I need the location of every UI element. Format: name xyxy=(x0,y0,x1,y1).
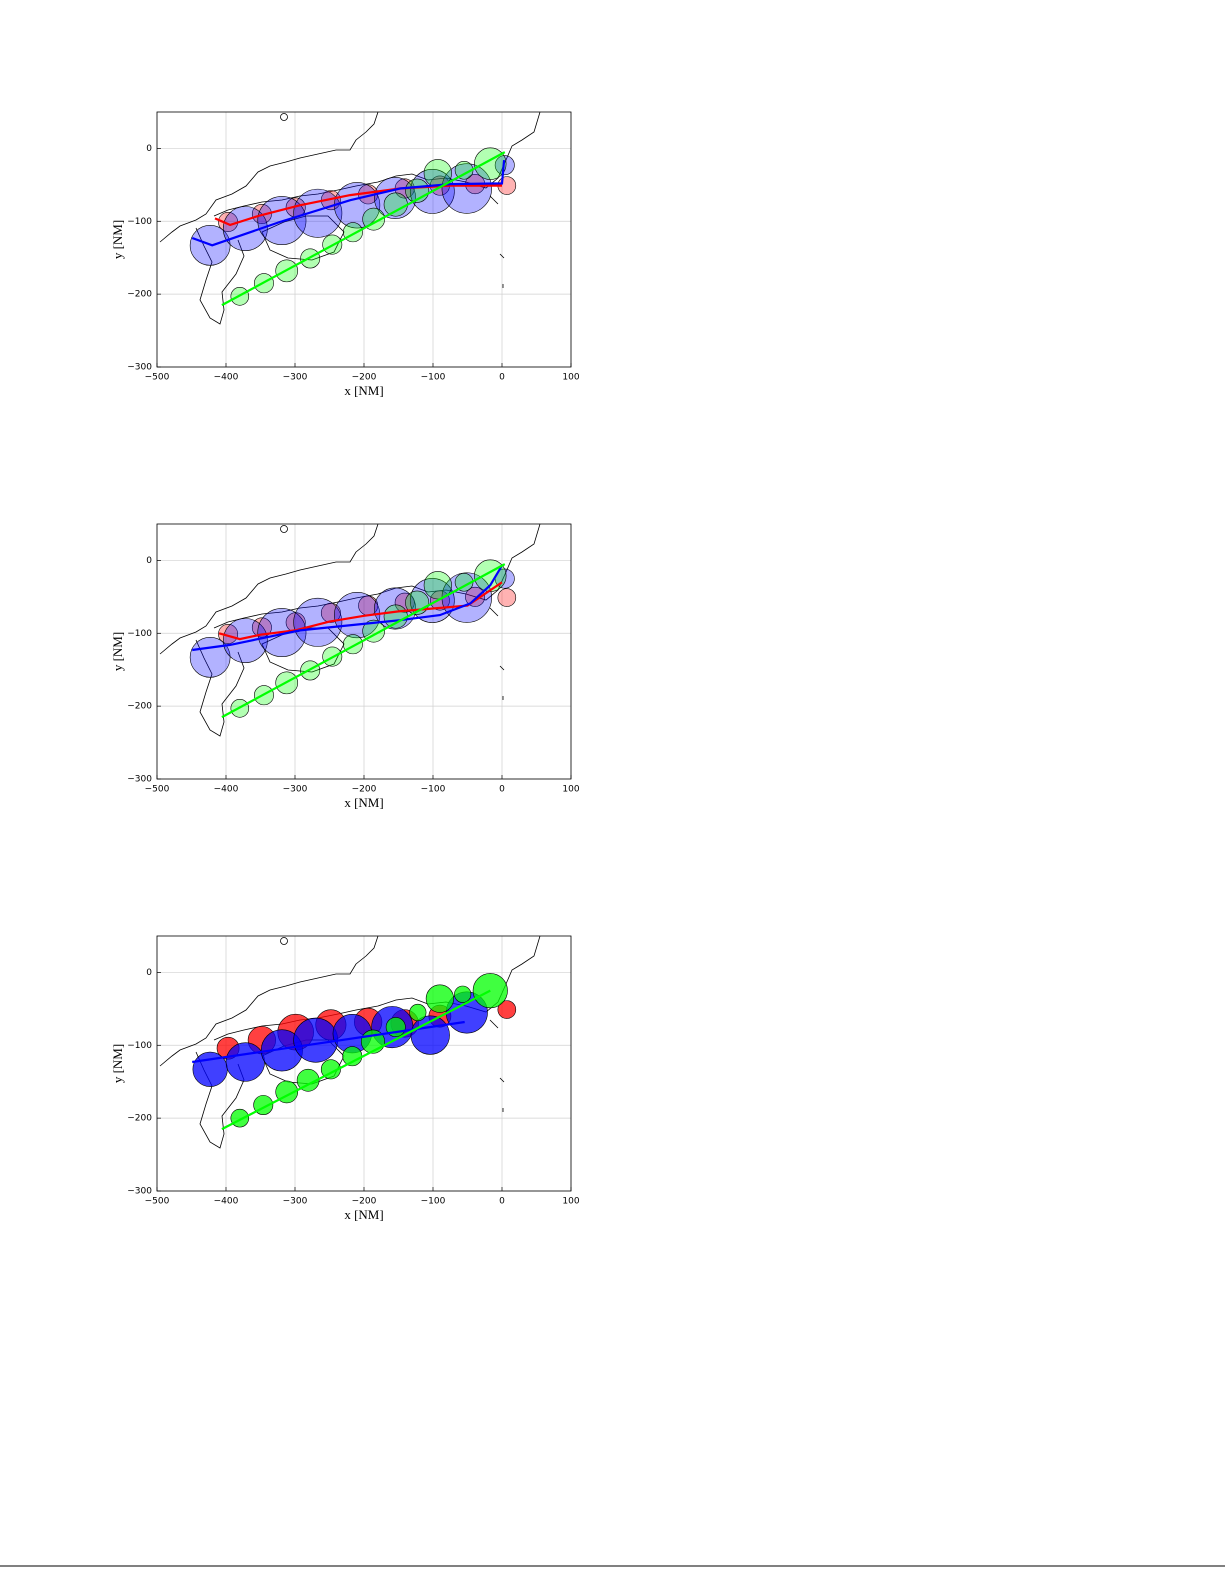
x-tick-label: −100 xyxy=(421,373,446,383)
bubble xyxy=(474,559,507,592)
x-tick-label: 100 xyxy=(562,1197,579,1207)
x-tick-label: −300 xyxy=(283,785,308,795)
x-tick-label: −300 xyxy=(283,373,308,383)
bubble xyxy=(293,1017,339,1063)
bubble xyxy=(362,207,385,231)
bubble xyxy=(441,163,492,214)
bubble xyxy=(251,617,272,638)
bubble xyxy=(423,571,452,600)
bubble xyxy=(474,147,507,180)
bubble xyxy=(425,984,455,1013)
x-tick-label: −500 xyxy=(145,1197,170,1207)
bubble xyxy=(222,618,268,663)
chart: −500 −400 −300 −200 −100 0 100 −300 −200 −100 0 x [… xyxy=(110,111,580,398)
x-tick-label: 100 xyxy=(562,785,579,795)
y-tick-label: −100 xyxy=(127,217,152,227)
bubble xyxy=(230,1108,250,1128)
x-tick-label: −200 xyxy=(352,1197,377,1207)
bubble xyxy=(494,155,515,176)
bubble xyxy=(497,1000,517,1019)
bubble xyxy=(409,1003,427,1022)
y-tick-label: −200 xyxy=(127,702,152,712)
y-tick-label: −300 xyxy=(127,363,152,373)
plot-frame xyxy=(156,523,572,780)
x-tick-label: −400 xyxy=(214,785,239,795)
y-axis-label: y [NM] xyxy=(110,220,125,259)
bubble xyxy=(383,604,408,629)
bubble xyxy=(465,586,486,607)
bubble xyxy=(320,602,341,623)
y-tick-label: −100 xyxy=(127,1041,152,1051)
x-axis-label: x [NM] xyxy=(344,795,383,810)
x-tick-label: −300 xyxy=(283,1197,308,1207)
bubble xyxy=(225,1042,265,1082)
x-tick-label: 0 xyxy=(499,373,505,383)
y-tick-label: −200 xyxy=(127,1114,152,1124)
bubble xyxy=(383,192,408,217)
track-line xyxy=(221,563,506,719)
bubble xyxy=(362,619,385,643)
x-tick-label: −200 xyxy=(352,373,377,383)
track-line xyxy=(192,564,503,652)
y-axis-label: y [NM] xyxy=(110,632,125,671)
x-tick-label: −100 xyxy=(421,1197,446,1207)
x-tick-label: −100 xyxy=(421,785,446,795)
bubble xyxy=(394,592,415,613)
x-tick-label: −500 xyxy=(145,785,170,795)
bubble xyxy=(293,188,343,238)
y-tick-label: −300 xyxy=(127,775,152,785)
bubble xyxy=(454,985,472,1003)
chart: −500 −400 −300 −200 −100 0 100 −300 −200 −100 0 x [… xyxy=(110,935,580,1222)
y-tick-label: 0 xyxy=(146,556,152,566)
y-tick-label: −300 xyxy=(127,1187,152,1197)
x-axis-label: x [NM] xyxy=(344,1207,383,1222)
bubble xyxy=(293,597,343,647)
plot-frame xyxy=(156,935,572,1192)
y-axis-label: y [NM] xyxy=(110,1044,125,1083)
y-tick-label: 0 xyxy=(146,144,152,154)
x-tick-label: 0 xyxy=(499,1197,505,1207)
x-axis-label: x [NM] xyxy=(344,383,383,398)
bubble xyxy=(296,1068,320,1092)
x-tick-label: −200 xyxy=(352,785,377,795)
track-line xyxy=(221,151,506,307)
plot-frame xyxy=(156,111,572,368)
y-tick-label: −200 xyxy=(127,290,152,300)
x-tick-label: 0 xyxy=(499,785,505,795)
x-tick-label: −400 xyxy=(214,373,239,383)
track-line xyxy=(192,1020,465,1064)
chart: −500 −400 −300 −200 −100 0 100 −300 −200 −100 0 x [… xyxy=(110,523,580,810)
x-tick-label: −400 xyxy=(214,1197,239,1207)
y-tick-label: −100 xyxy=(127,629,152,639)
track-line xyxy=(191,160,506,247)
bubble xyxy=(497,588,517,607)
track-line xyxy=(218,581,503,641)
track-line xyxy=(221,989,491,1131)
y-tick-label: 0 xyxy=(146,968,152,978)
x-tick-label: −500 xyxy=(145,373,170,383)
x-tick-label: 100 xyxy=(562,373,579,383)
